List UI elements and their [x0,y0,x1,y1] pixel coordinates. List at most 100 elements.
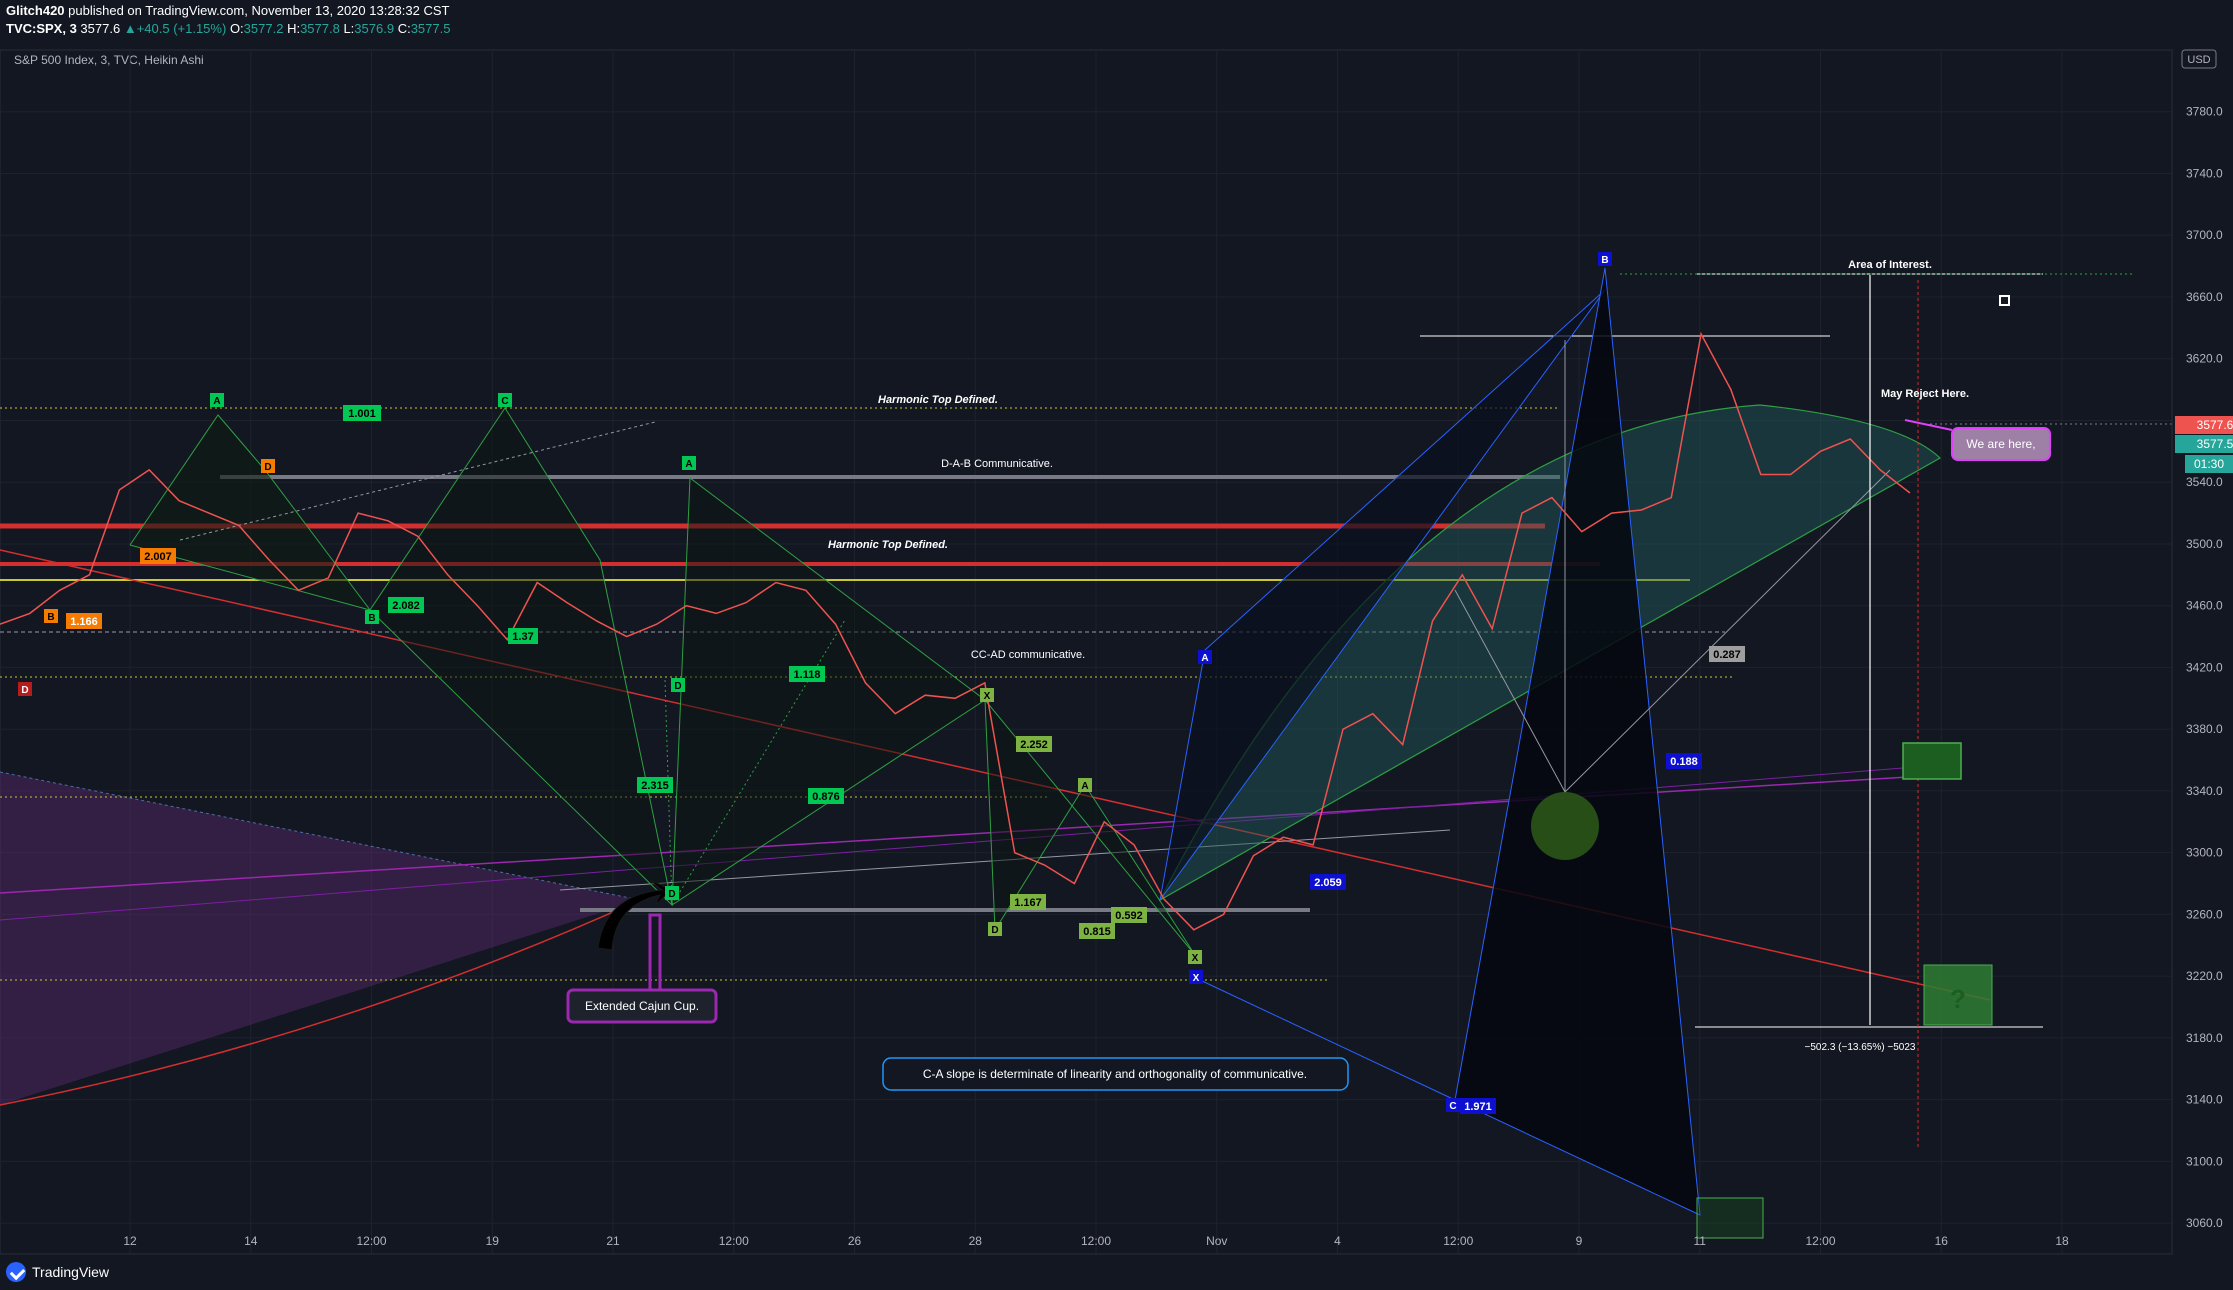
we-are-here-pointer [1904,419,1953,431]
x-tick-label: 18 [2055,1234,2069,1248]
x-tick-label: 12:00 [356,1234,386,1248]
last-price-tag [2175,416,2233,434]
ratio-2315: 2.315 [641,780,669,792]
point-d-1-label: D [264,462,271,473]
y-tick-label: 3740.0 [2186,166,2223,180]
point-c-1-label: C [501,396,508,407]
y-tick-label: 3340.0 [2186,784,2223,798]
x-tick-label: 26 [848,1234,862,1248]
y-tick-label: 3700.0 [2186,228,2223,242]
open-value: 3577.2 [243,21,284,36]
point-a-2-label: A [685,459,692,470]
point-d-4 [665,886,679,900]
point-x-3 [1188,950,1202,964]
last-price: 3577.6 [80,21,121,36]
ratio-box-1971 [1460,1098,1496,1114]
close-price-tag [2175,435,2233,453]
x-tick-label: 12 [123,1234,137,1248]
y-tick-label: 3780.0 [2186,105,2223,119]
chart-pane [0,49,2173,1255]
grey-connector-1 [1454,589,1566,793]
ratio-box-1001 [343,405,381,421]
point-a-3 [1198,650,1212,664]
point-b-1 [44,609,58,623]
pattern-point-markers: A C A D B D B D D B A C X X A D X [18,252,1612,1112]
x-tick-label: 11 [1694,1234,1707,1248]
x-tick-label: Nov [1206,1234,1227,1248]
ratio-1001: 1.001 [348,408,376,420]
x-tick-label: 19 [486,1234,500,1248]
ratio-box-2315 [637,777,673,793]
blue-dotted-fan-line [0,771,641,901]
x-tick-label: 21 [606,1234,620,1248]
c-label: C: [397,21,411,36]
ca-slope-callout [882,1057,1349,1091]
y-tick-label: 3260.0 [2186,907,2223,921]
l-label: L: [343,21,355,36]
ratio-box-1166 [66,613,102,629]
cajun-cup-pointer [648,913,662,990]
ratio-box-0287 [1709,646,1745,662]
ratio-box-2082 [388,597,424,613]
publisher-line: Glitch420 published on TradingView.com, … [6,3,449,18]
point-c-2-label: C [1449,1101,1456,1112]
y-tick-label: 3220.0 [2186,969,2223,983]
ratio-box-0815 [1079,923,1115,939]
y-tick-label: 3540.0 [2186,475,2223,489]
currency-label: USD [2187,54,2210,66]
ratio-box-0592 [1111,907,1147,923]
ratio-labels: 1.001 2.082 1.166 2.007 1.37 1.118 2.315… [66,405,1745,1114]
grey-connector-2 [1564,469,1891,793]
y-tick-label: 3380.0 [2186,722,2223,736]
ohlc-line: TVC:SPX, 3 3577.6 ▲+40.5 (+1.15%) O:3577… [6,21,450,36]
point-a-4 [1078,778,1092,792]
blue-leg-cx [1199,979,1456,1101]
y-tick-label: 3620.0 [2186,352,2223,366]
ratio-1167: 1.167 [1014,897,1042,909]
ratio-1971: 1.971 [1464,1101,1492,1113]
point-d-5-label: D [991,925,998,936]
x-tick-label: 28 [969,1234,983,1248]
ratio-box-2059 [1310,874,1346,890]
x-tick-label: 4 [1334,1234,1341,1248]
point-a-4-label: A [1081,781,1088,792]
red-arc [0,899,641,1106]
x-tick-label: 9 [1576,1234,1583,1248]
y-tick-label: 3060.0 [2186,1216,2223,1230]
price-axis[interactable]: 3060.0 3100.0 3140.0 3180.0 3220.0 3260.0 3300… [2186,105,2223,1230]
ratio-2007: 2.007 [144,551,172,563]
point-d-1 [261,459,275,473]
point-b-2 [365,610,379,624]
price-change: +40.5 (+1.15%) [136,21,227,36]
last-price-tag-text: 3577.6 [2197,418,2233,432]
ratio-0815: 0.815 [1083,926,1111,938]
point-d-2-label: D [21,685,28,696]
point-b-3 [1598,252,1612,266]
ratio-0592: 0.592 [1115,910,1143,922]
green-target-box-lower [1923,964,1993,1026]
blue-xabc-pattern-right [1454,267,1701,1216]
x-tick-label: 12:00 [1805,1234,1835,1248]
ratio-137: 1.37 [512,631,533,643]
ratio-box-137 [508,628,538,644]
point-a-3-label: A [1201,653,1208,664]
tradingview-logo[interactable]: TradingView [6,1262,109,1282]
cajun-cup-text: Extended Cajun Cup. [585,999,699,1013]
currency-badge[interactable] [2181,49,2217,69]
ratio-2082: 2.082 [392,600,420,612]
publisher-name[interactable]: Glitch420 [6,3,65,18]
time-axis[interactable]: 12 14 12:00 19 21 12:00 26 28 12:00 Nov 4 12:00 9 11 1… [123,1234,2069,1248]
ratio-0287: 0.287 [1713,649,1741,661]
ratio-1166: 1.166 [70,616,98,628]
green-circle-marker [1531,792,1599,860]
ratio-box-1167 [1010,894,1046,910]
dab-label: D-A-B Communicative. [941,458,1053,470]
countdown-tag [2185,455,2233,473]
area-of-interest-label: Area of Interest. [1848,259,1932,271]
symbol-label[interactable]: TVC:SPX, 3 [6,21,77,36]
ratio-0876: 0.876 [812,791,840,803]
ratio-box-1118 [789,666,825,682]
may-reject-label: May Reject Here. [1881,388,1969,400]
ratio-2252: 2.252 [1020,739,1048,751]
